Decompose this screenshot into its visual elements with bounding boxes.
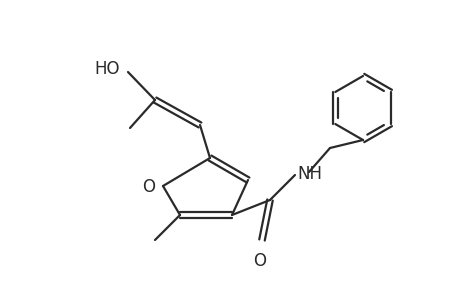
Text: O: O: [142, 178, 155, 196]
Text: HO: HO: [94, 60, 120, 78]
Text: O: O: [253, 252, 266, 270]
Text: NH: NH: [297, 165, 321, 183]
